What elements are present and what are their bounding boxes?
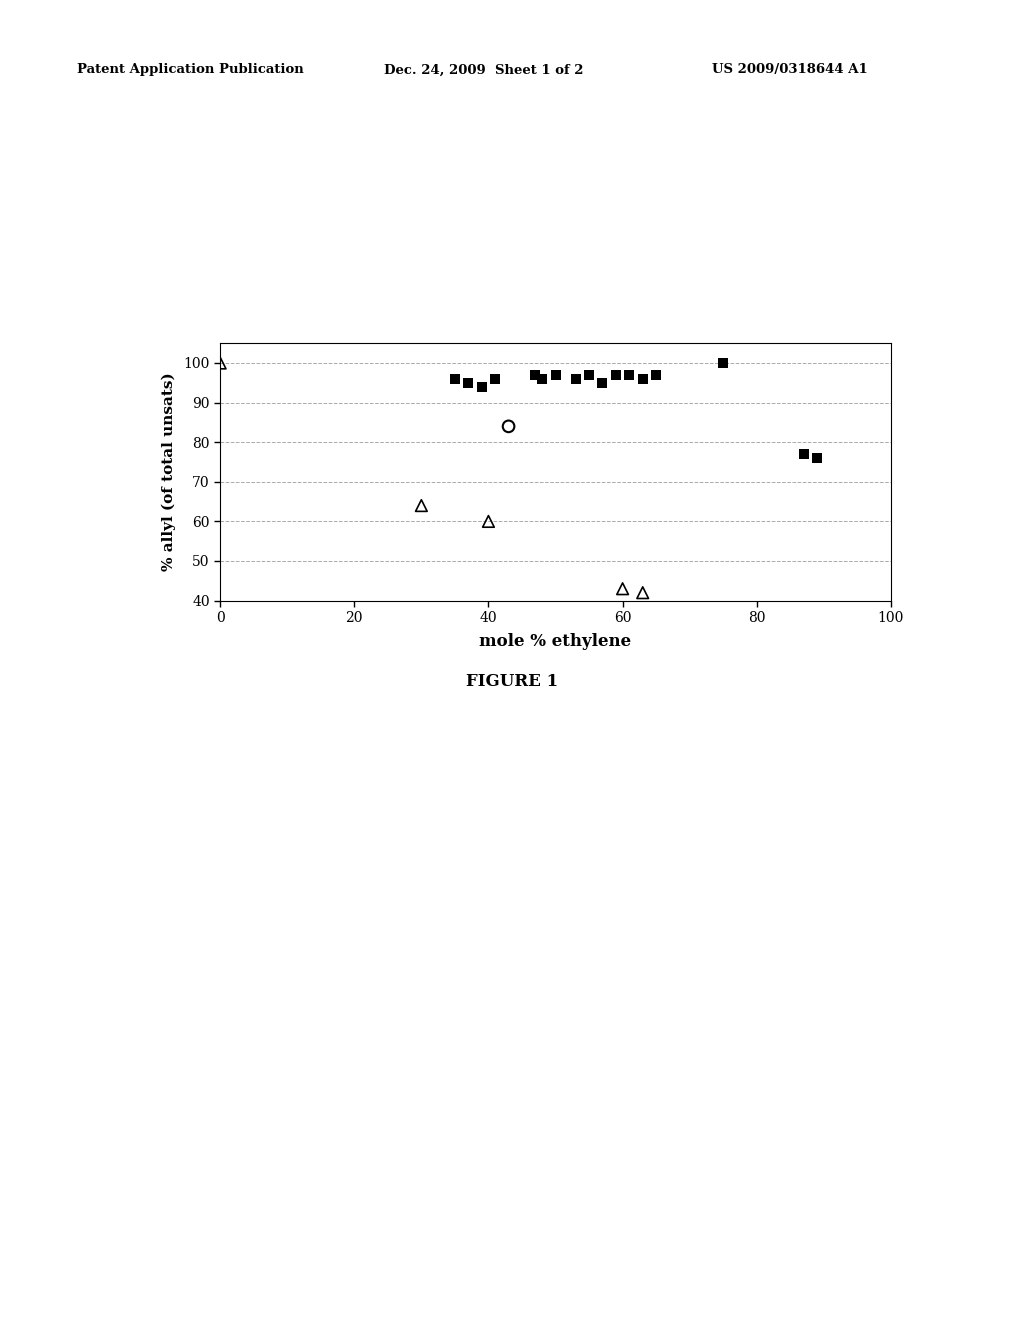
Point <box>622 364 638 385</box>
Point <box>480 511 497 532</box>
Point <box>614 578 631 599</box>
Point <box>446 368 463 389</box>
Text: US 2009/0318644 A1: US 2009/0318644 A1 <box>712 63 867 77</box>
Point <box>487 368 504 389</box>
Point <box>594 372 610 393</box>
Point <box>473 376 489 397</box>
Point <box>796 444 812 465</box>
Point <box>581 364 597 385</box>
Point <box>809 447 825 469</box>
Point <box>715 352 731 374</box>
Point <box>635 368 651 389</box>
Text: Patent Application Publication: Patent Application Publication <box>77 63 303 77</box>
Point <box>567 368 584 389</box>
Point <box>534 368 550 389</box>
Text: FIGURE 1: FIGURE 1 <box>466 673 558 690</box>
Point <box>635 582 651 603</box>
Point <box>413 495 430 516</box>
Point <box>607 364 624 385</box>
Point <box>212 352 228 374</box>
Point <box>648 364 665 385</box>
Point <box>460 372 476 393</box>
Y-axis label: % allyl (of total unsats): % allyl (of total unsats) <box>162 372 176 572</box>
Point <box>527 364 544 385</box>
Text: Dec. 24, 2009  Sheet 1 of 2: Dec. 24, 2009 Sheet 1 of 2 <box>384 63 584 77</box>
X-axis label: mole % ethylene: mole % ethylene <box>479 634 632 651</box>
Point <box>501 416 517 437</box>
Point <box>547 364 563 385</box>
